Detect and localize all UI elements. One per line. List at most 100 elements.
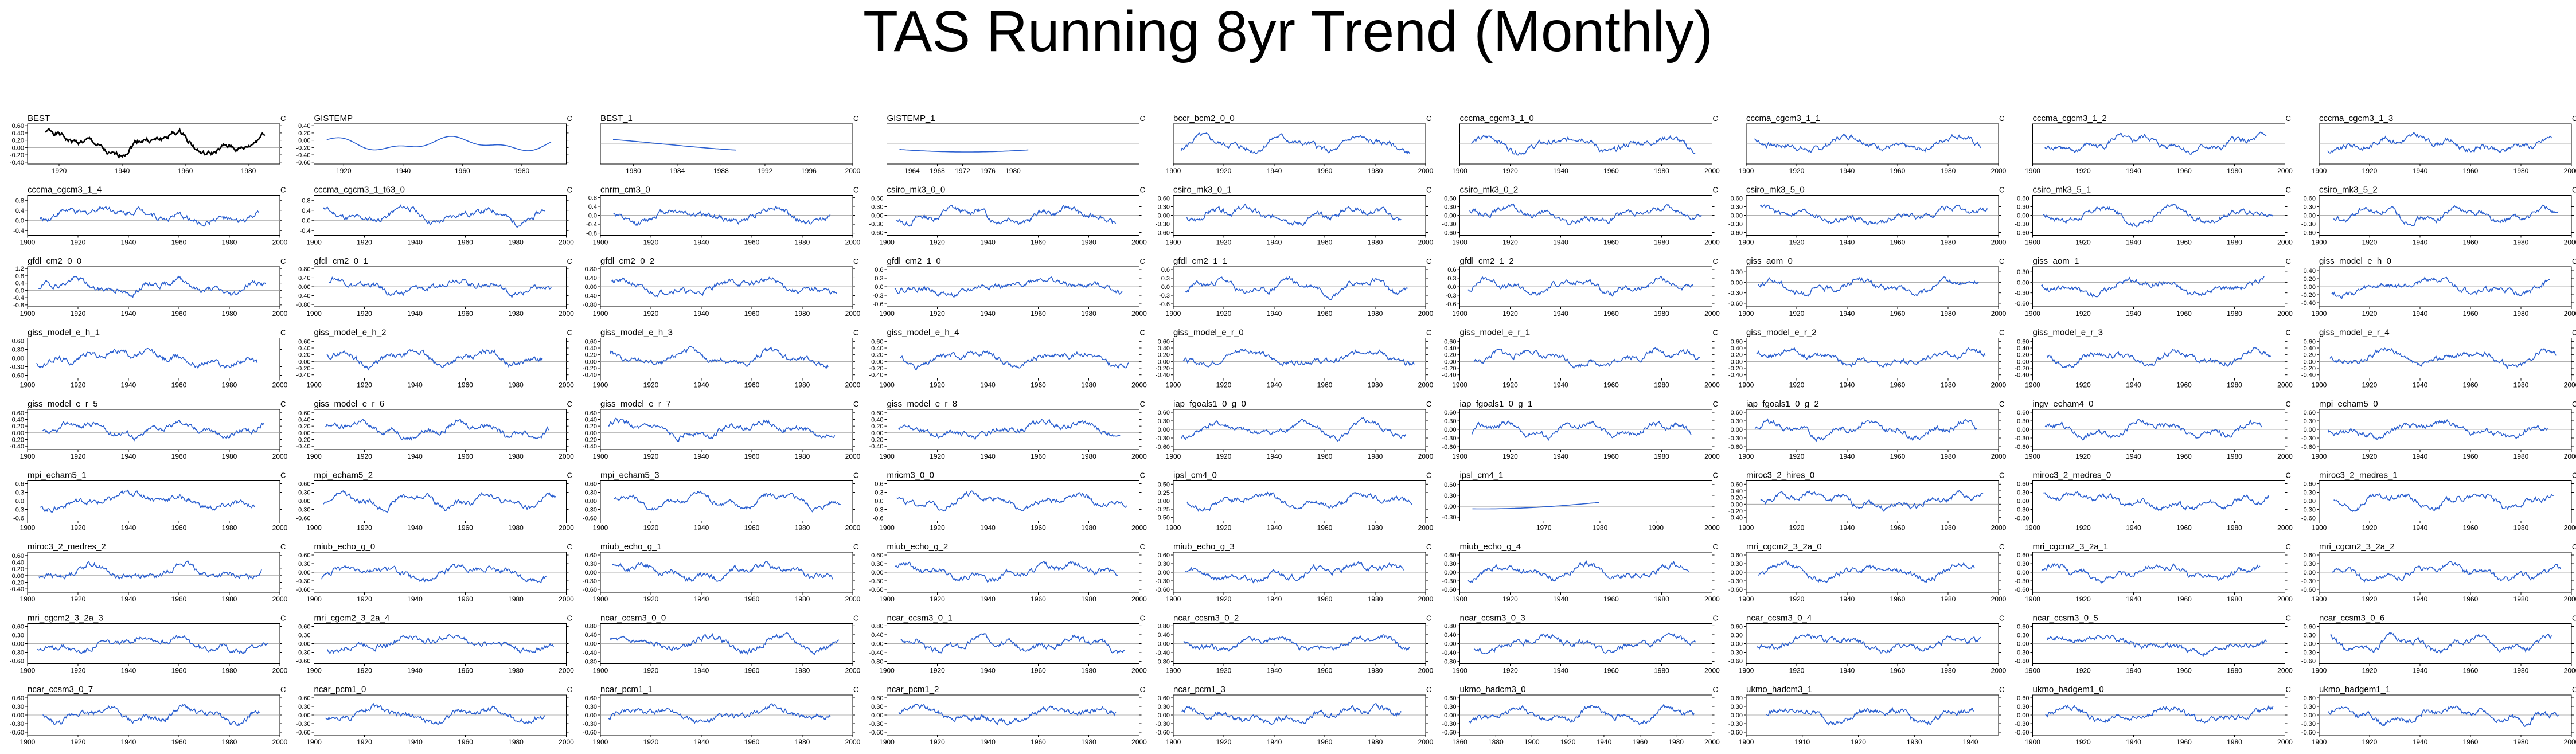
x-tick-label: 1940 [1553,452,1568,460]
chart-panel: giss_model_e_r_4 C 1900 1920 1940 1960 1980 200… [2301,328,2576,389]
plot-frame [314,409,567,450]
y-tick-label: -0.30 [1442,435,1456,442]
x-tick-label: 2000 [2277,310,2293,318]
x-tick-label: 1920 [71,524,86,532]
chart-panel: cccma_cgcm3_1_4 C 1900 1920 1940 1960 1980 2000… [13,185,288,247]
panel-unit-label: C [853,542,858,551]
x-tick-label: 2000 [1704,381,1720,389]
x-tick-label: 1960 [2176,310,2192,318]
y-tick-label: 0.60 [2304,338,2316,345]
panel-unit-label: C [853,685,858,694]
y-tick-label: -0.30 [1442,221,1456,228]
x-tick-label: 1920 [1851,738,1866,746]
x-tick-label: 1920 [2075,452,2091,460]
series-line [38,560,262,580]
y-tick-label: 0.40 [2304,345,2316,352]
plot-frame [314,338,567,378]
series-line [323,490,556,513]
y-tick-label: -0.40 [296,443,310,450]
chart-panel: csiro_mk3_0_2 C 1900 1920 1940 1960 1980 2000 0.… [1442,185,1720,247]
x-tick-label: 1900 [879,667,895,675]
x-tick-label: 1980 [2513,452,2529,460]
chart-panel: ncar_ccsm3_0_4 C 1900 1920 1940 1960 1980 2000 0… [1728,614,2007,675]
x-tick-label: 2000 [1991,452,2007,460]
x-tick-label: 1920 [71,452,86,460]
y-tick-label: 0.30 [871,561,883,568]
x-tick-label: 1900 [2025,667,2040,675]
panel-title: mpi_echam5_2 [314,471,373,480]
x-tick-label: 1940 [121,524,136,532]
chart-panel: giss_model_e_r_1 C 1900 1920 1940 1960 1980 200… [1442,328,1720,389]
x-tick-label: 1960 [1890,452,1906,460]
x-tick-label: 1980 [508,239,524,247]
y-tick-label: 0.30 [2304,561,2316,568]
x-tick-label: 1900 [2025,738,2040,746]
panel-title: ncar_ccsm3_0_2 [1173,614,1239,623]
series-line [328,276,552,299]
panel-title: mpi_echam5_1 [28,471,87,480]
x-tick-label: 2000 [1991,667,2007,675]
series-line [1186,491,1412,513]
panel-title: mri_cgcm2_3_2a_1 [2033,542,2109,552]
x-tick-label: 2000 [1991,381,2007,389]
x-tick-label: 2000 [2277,524,2293,532]
panel-unit-label: C [2286,685,2291,694]
panel-title: ncar_ccsm3_0_4 [1746,614,1812,623]
x-tick-label: 1960 [2463,310,2479,318]
panel-unit-label: C [1713,257,1718,265]
panel-title: ncar_pcm1_0 [314,685,366,694]
x-tick-label: 1980 [508,381,524,389]
x-tick-label: 1920 [1502,381,1518,389]
y-tick-label: -0.30 [583,578,597,585]
x-tick-label: 1940 [1840,239,1855,247]
x-tick-label: 2000 [1991,524,2007,532]
y-tick-label: 0.30 [1731,269,1743,276]
x-tick-label: 2000 [845,381,861,389]
x-tick-label: 1960 [1031,595,1046,603]
series-line [2333,204,2559,226]
panel-unit-label: C [1999,329,2004,337]
x-tick-label: 1900 [2025,524,2040,532]
y-tick-label: -0.60 [1728,444,1743,451]
chart-panel: giss_model_e_r_5 C 1900 1920 1940 1960 1980 200… [10,399,288,460]
y-tick-label: -0.4 [13,295,24,302]
y-tick-label: 0.00 [2304,284,2316,291]
x-tick-label: 1900 [1166,738,1181,746]
plot-frame [314,123,567,165]
y-tick-label: 0.00 [1444,358,1456,365]
y-tick-label: 0.00 [871,358,883,365]
x-tick-label: 1980 [795,310,810,318]
chart-panel: gfdl_cm2_0_0 C 1900 1920 1940 1960 1980 2000 1.2… [13,256,288,318]
chart-panel: ukmo_hadcm3_1 C 1900 1910 1920 1930 1940 0.60 0.… [1728,685,2004,746]
x-tick-label: 1960 [1317,595,1333,603]
x-tick-label: 1940 [694,239,709,247]
x-tick-label: 1980 [1654,239,1669,247]
chart-panel: giss_model_e_r_7 C 1900 1920 1940 1960 1980 200… [583,399,861,460]
x-tick-label: 1900 [1452,667,1467,675]
y-tick-label: 0.60 [2304,481,2316,488]
y-tick-label: 0.30 [298,632,310,639]
x-tick-label: 2000 [2564,667,2576,675]
series-line [2040,276,2265,298]
y-tick-label: 0.60 [2304,409,2316,416]
y-tick-label: -0.30 [1728,435,1743,442]
y-tick-label: 0.3 [1447,275,1456,282]
x-tick-label: 1900 [593,452,608,460]
series-line [1185,561,1404,584]
panel-unit-label: C [1426,186,1431,194]
y-tick-label: 0.60 [1158,552,1170,559]
y-tick-label: 0.30 [1731,418,1743,425]
y-tick-label: 0.80 [585,266,597,273]
y-tick-label: 0.20 [585,352,597,359]
x-tick-label: 1920 [643,738,659,746]
panel-unit-label: C [853,114,858,123]
x-tick-label: 2000 [1704,738,1720,746]
panel-unit-label: C [2572,329,2576,337]
y-tick-label: 0.80 [298,266,310,273]
y-tick-label: 0.20 [1158,352,1170,359]
x-tick-label: 1940 [407,667,423,675]
chart-panel: giss_aom_0 C 1900 1920 1940 1960 1980 2000 0.30 0… [1728,256,2007,318]
x-tick-label: 1970 [1536,524,1552,532]
y-tick-label: 0.30 [585,704,597,710]
y-tick-label: -0.40 [296,293,310,300]
